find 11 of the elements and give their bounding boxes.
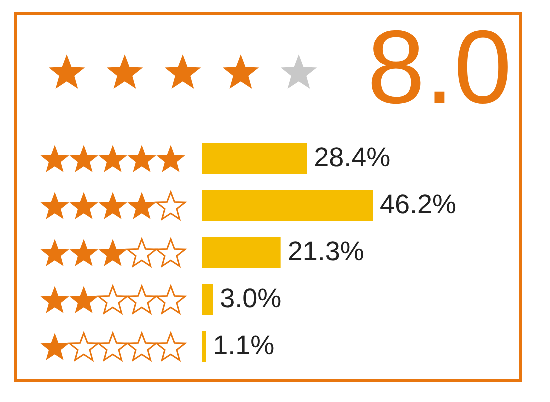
bar bbox=[202, 236, 281, 268]
data-label: 28.4% bbox=[314, 142, 391, 172]
bar bbox=[202, 284, 214, 316]
chart-title: 8.0 bbox=[367, 9, 512, 128]
bar bbox=[202, 190, 373, 222]
data-label: 3.0% bbox=[220, 284, 282, 314]
data-label: 21.3% bbox=[288, 236, 364, 266]
data-label: 46.2% bbox=[380, 190, 457, 220]
bar bbox=[202, 330, 206, 362]
data-label: 1.1% bbox=[213, 330, 275, 360]
bar bbox=[202, 142, 308, 174]
